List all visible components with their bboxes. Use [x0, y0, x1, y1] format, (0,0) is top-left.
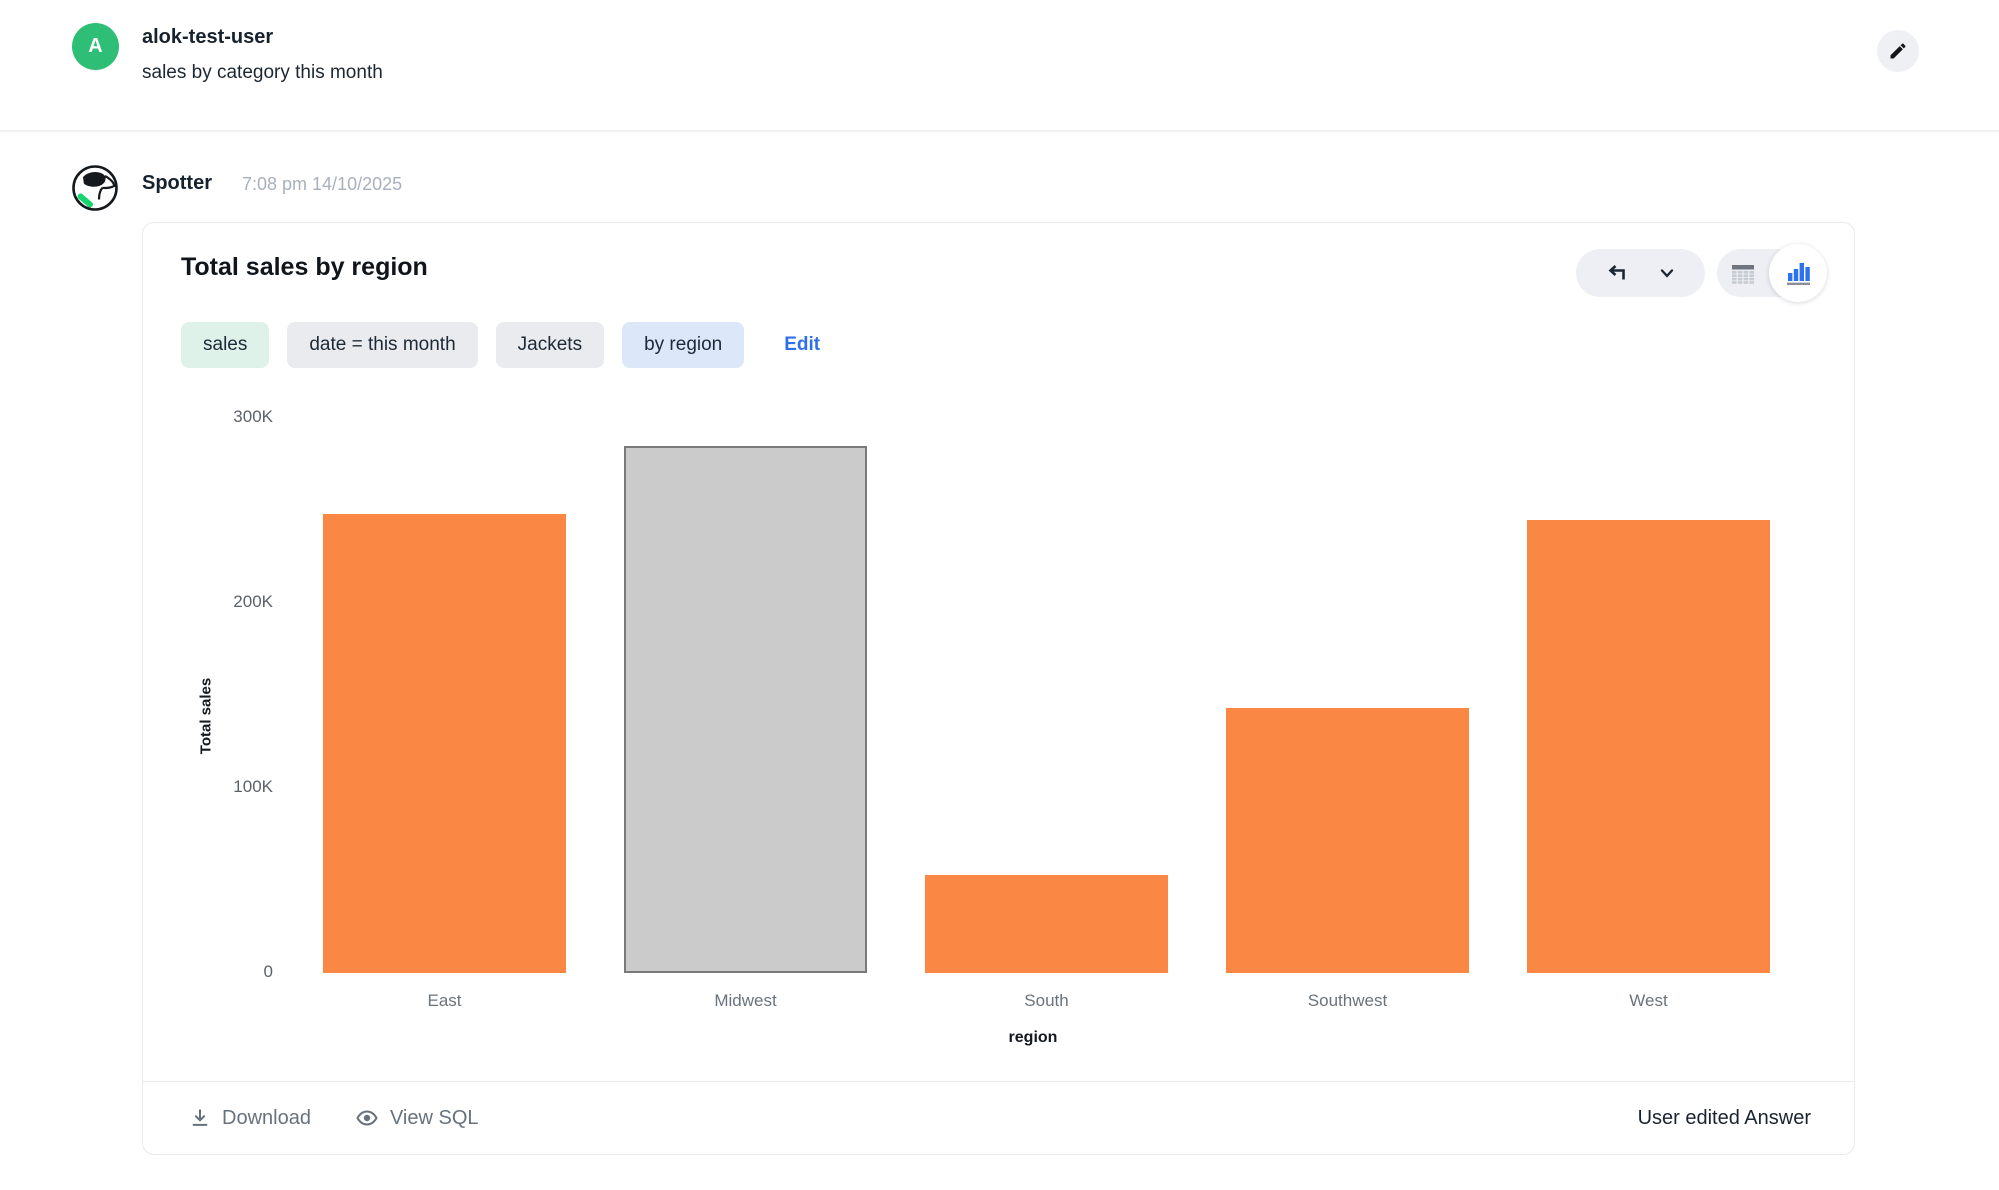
username: alok-test-user: [142, 26, 274, 48]
bar-southwest[interactable]: [1226, 708, 1469, 973]
view-sql-button[interactable]: View SQL: [355, 1106, 479, 1130]
user-avatar-initial: A: [88, 35, 103, 57]
spotter-logo-icon: [71, 164, 119, 212]
user-avatar: A: [72, 23, 119, 70]
view-sql-label: View SQL: [389, 1106, 479, 1129]
download-label: Download: [222, 1106, 311, 1129]
user-edited-answer-label: User edited Answer: [1637, 1106, 1811, 1129]
x-category-label: South: [1024, 991, 1069, 1010]
y-tick-label: 200K: [233, 592, 273, 611]
undo-dropdown-button[interactable]: [1657, 263, 1677, 283]
x-category-label: Midwest: [714, 991, 777, 1010]
chip-by-region[interactable]: by region: [622, 322, 745, 368]
table-icon: [1730, 261, 1756, 285]
x-axis-title: region: [1008, 1029, 1058, 1046]
undo-button[interactable]: [1604, 261, 1628, 285]
bot-name: Spotter: [142, 172, 212, 194]
x-category-label: East: [427, 991, 462, 1010]
message-timestamp: 7:08 pm 14/10/2025: [242, 174, 403, 194]
page-header: A alok-test-user sales by category this …: [0, 0, 1999, 132]
edit-tokens-link[interactable]: Edit: [784, 334, 821, 355]
y-tick-label: 100K: [233, 777, 273, 796]
undo-button-group: [1576, 249, 1705, 297]
edit-conversation-button[interactable]: [1877, 30, 1919, 72]
card-toolbar: [1576, 244, 1827, 302]
chip-sales[interactable]: sales: [181, 322, 270, 368]
x-category-label: West: [1629, 991, 1668, 1010]
y-axis-title: Total sales: [197, 677, 215, 755]
undo-arrow-icon: [1604, 261, 1628, 285]
eye-icon: [355, 1106, 379, 1130]
bar-midwest[interactable]: [624, 446, 867, 973]
answer-title: Total sales by region: [181, 253, 428, 281]
chip-date-filter[interactable]: date = this month: [287, 322, 478, 368]
card-footer: Download View SQL User edited Answer: [143, 1081, 1854, 1154]
chip-jackets[interactable]: Jackets: [495, 322, 605, 368]
bar-chart-icon: [1784, 259, 1812, 287]
view-toggle: [1717, 244, 1827, 302]
bar-south[interactable]: [925, 875, 1168, 973]
chevron-down-icon: [1657, 263, 1677, 283]
bar-east[interactable]: [323, 514, 566, 973]
user-query-text: sales by category this month: [142, 62, 383, 83]
header-divider: [0, 130, 1999, 132]
x-category-label: Southwest: [1307, 991, 1388, 1010]
chart-plot: Total sales region 0 100K 200K 300K East Midw…: [143, 223, 1856, 1083]
table-view-button[interactable]: [1717, 261, 1769, 285]
bar-west[interactable]: [1527, 520, 1770, 973]
y-tick-label: 0: [263, 962, 273, 981]
token-chips-row: sales date = this month Jackets by regio…: [181, 322, 820, 368]
answer-card: Total sales by region: [142, 222, 1855, 1155]
download-icon: [189, 1107, 211, 1129]
pencil-icon: [1888, 41, 1908, 61]
y-tick-label: 300K: [233, 407, 273, 426]
chart-view-button[interactable]: [1784, 259, 1812, 287]
download-button[interactable]: Download: [189, 1107, 311, 1130]
chart-view-active-indicator: [1769, 244, 1827, 302]
